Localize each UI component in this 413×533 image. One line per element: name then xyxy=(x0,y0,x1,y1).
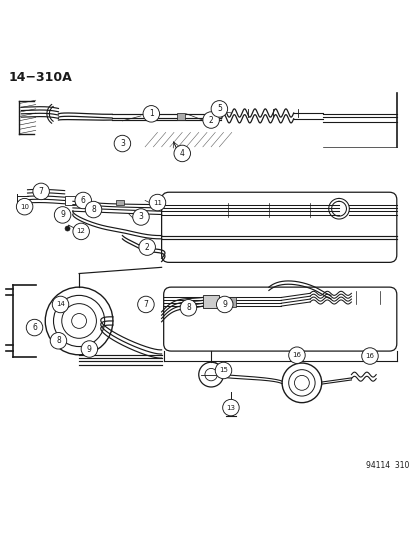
Text: 15: 15 xyxy=(218,367,228,374)
Circle shape xyxy=(180,300,196,316)
Text: 9: 9 xyxy=(87,344,92,353)
Circle shape xyxy=(17,198,33,215)
Text: 1: 1 xyxy=(149,109,153,118)
Circle shape xyxy=(222,399,239,416)
Text: 9: 9 xyxy=(60,211,65,220)
Circle shape xyxy=(114,135,131,152)
Text: 94114  310: 94114 310 xyxy=(365,461,408,470)
Circle shape xyxy=(143,106,159,122)
Circle shape xyxy=(173,145,190,161)
Text: 12: 12 xyxy=(76,229,85,235)
Text: 8: 8 xyxy=(56,336,61,345)
Text: 5: 5 xyxy=(216,104,221,114)
Text: 10: 10 xyxy=(20,204,29,209)
Circle shape xyxy=(75,192,91,209)
Circle shape xyxy=(361,348,377,364)
Circle shape xyxy=(133,209,149,225)
Text: 2: 2 xyxy=(145,243,149,252)
Circle shape xyxy=(138,296,154,313)
Circle shape xyxy=(50,333,66,349)
Text: 7: 7 xyxy=(38,187,43,196)
Text: 8: 8 xyxy=(185,303,190,312)
Text: 6: 6 xyxy=(32,323,37,332)
Bar xyxy=(64,196,75,205)
Circle shape xyxy=(65,226,70,231)
Circle shape xyxy=(73,223,89,240)
Circle shape xyxy=(288,347,304,364)
Text: 9: 9 xyxy=(222,300,227,309)
Circle shape xyxy=(215,362,231,379)
Text: 11: 11 xyxy=(153,199,161,206)
Circle shape xyxy=(81,341,97,357)
Circle shape xyxy=(149,195,165,211)
Text: 6: 6 xyxy=(81,196,85,205)
Circle shape xyxy=(211,101,227,117)
Circle shape xyxy=(139,239,155,255)
Circle shape xyxy=(54,207,71,223)
Text: 4: 4 xyxy=(179,149,184,158)
Text: 13: 13 xyxy=(226,405,235,410)
Text: 8: 8 xyxy=(91,205,96,214)
Circle shape xyxy=(33,183,49,200)
Text: 16: 16 xyxy=(292,352,301,358)
Circle shape xyxy=(202,112,219,128)
Circle shape xyxy=(216,296,233,313)
Text: 2: 2 xyxy=(208,116,213,125)
Circle shape xyxy=(85,201,102,218)
Text: 14−310A: 14−310A xyxy=(9,70,73,84)
Circle shape xyxy=(26,319,43,336)
Text: 16: 16 xyxy=(365,353,374,359)
Bar xyxy=(116,200,124,205)
Bar xyxy=(202,295,219,308)
Circle shape xyxy=(52,296,69,313)
Text: 3: 3 xyxy=(120,139,125,148)
Text: 3: 3 xyxy=(138,213,143,222)
Text: 14: 14 xyxy=(56,302,65,308)
Bar xyxy=(177,112,184,120)
Bar xyxy=(225,297,235,306)
Text: 7: 7 xyxy=(143,300,148,309)
